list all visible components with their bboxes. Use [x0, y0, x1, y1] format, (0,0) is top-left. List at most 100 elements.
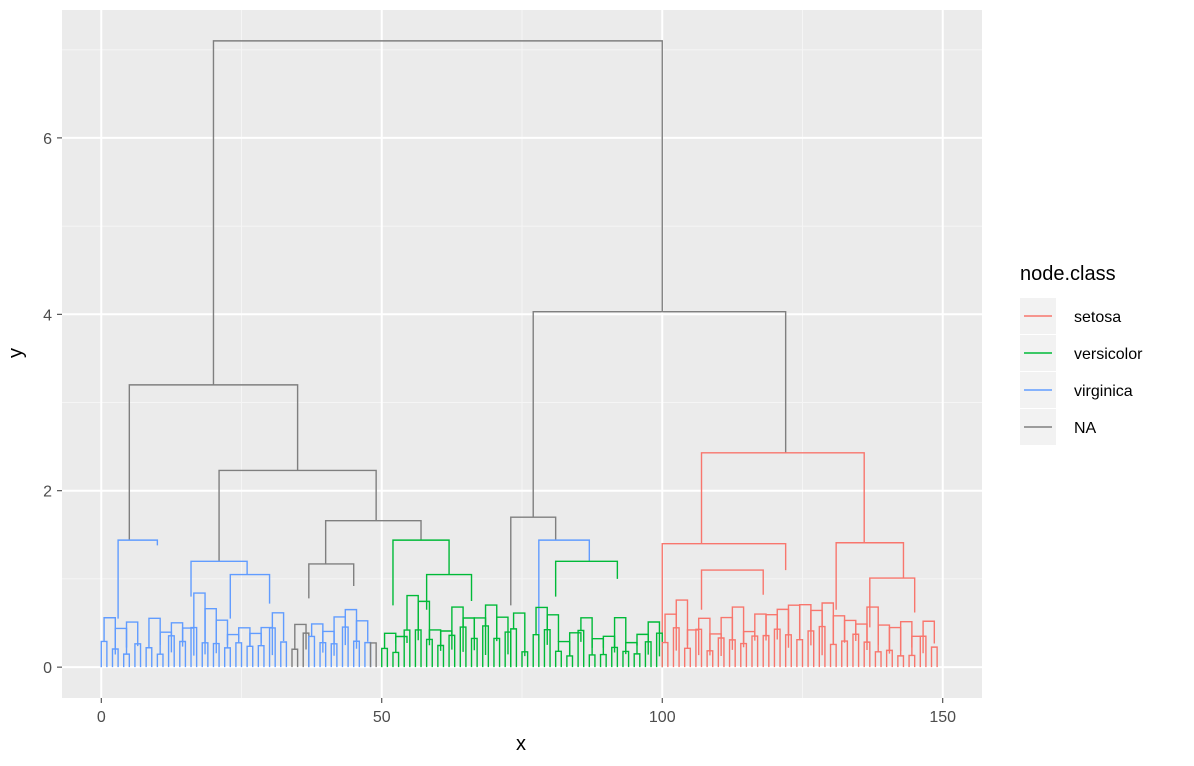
dendrogram-branch — [215, 619, 229, 645]
y-axis-title: y — [5, 348, 27, 358]
dendrogram-branch — [841, 640, 849, 668]
dendrogram-branch — [190, 560, 248, 597]
dendrogram-branch — [134, 643, 142, 668]
dendrogram-branch — [922, 620, 936, 644]
dendrogram-branch — [686, 629, 700, 656]
dendrogram-branch — [417, 600, 431, 646]
dendrogram-branch — [599, 653, 607, 668]
dendrogram-branch — [588, 654, 596, 668]
y-tick-label: 4 — [43, 307, 52, 324]
dendrogram-branch — [818, 625, 826, 668]
dendrogram-branch — [271, 612, 285, 641]
dendrogram-branch — [268, 627, 276, 668]
dendrogram-branch — [395, 635, 408, 653]
dendrogram-branch — [532, 310, 787, 518]
dendrogram-branch — [611, 646, 619, 668]
x-axis: 0 50 100 150 — [97, 698, 956, 726]
dendrogram-branch — [675, 599, 689, 646]
dendrogram-branch — [512, 612, 526, 657]
dendrogram-branch — [532, 634, 540, 668]
dendrogram-branch — [470, 637, 478, 668]
dendrogram-branch — [554, 560, 619, 597]
legend: node.class setosa versicolor virginica NA — [1020, 263, 1143, 445]
dendrogram-branch — [613, 616, 627, 655]
dendrogram-branch — [294, 623, 307, 650]
x-tick-label: 50 — [373, 709, 391, 726]
dendrogram-branch — [392, 539, 450, 606]
dendrogram-branch — [661, 641, 669, 668]
dendrogram-branch — [128, 384, 299, 541]
minor-grid — [62, 10, 982, 698]
dendrogram-branch — [341, 626, 349, 668]
dendrogram-branch — [709, 633, 722, 657]
dendrogram-branch — [546, 614, 560, 642]
dendrogram-branch — [538, 539, 591, 641]
dendrogram-branch — [212, 40, 663, 385]
dendrogram-branch — [728, 639, 736, 668]
dendrogram-branch — [731, 606, 745, 648]
dendrogram-branch — [908, 654, 916, 668]
x-tick-label: 0 — [97, 709, 106, 726]
dendrogram-branch — [661, 542, 787, 641]
dendrogram-branch — [664, 613, 677, 651]
dendrogram-branch — [369, 642, 377, 668]
dendrogram-branch — [425, 638, 433, 668]
legend-label: setosa — [1074, 309, 1121, 326]
y-tick-label: 2 — [43, 484, 52, 501]
legend-label: NA — [1074, 420, 1097, 437]
dendrogram-branch — [633, 653, 641, 668]
dendrogram-branch — [201, 642, 209, 668]
dendrogram-branch — [451, 606, 464, 652]
dendrogram-branch — [414, 629, 422, 668]
dendrogram-branch — [874, 651, 882, 668]
dendrogram-branch — [510, 628, 518, 668]
dendrogram-branch — [280, 641, 288, 668]
dendrogram-branch — [333, 616, 346, 646]
dendrogram-branch — [568, 632, 582, 656]
dendrogram-branch — [439, 630, 453, 650]
dendrogram-branch — [683, 647, 691, 668]
y-tick-label: 6 — [43, 131, 52, 148]
dendrogram-branch — [885, 649, 893, 668]
dendrogram-branch — [647, 621, 661, 657]
dendrogram-branch — [125, 621, 139, 655]
dendrogram-branch — [260, 626, 274, 656]
dendrogram-branch — [308, 563, 355, 599]
dendrogram-branch — [521, 651, 529, 668]
dendrogram-branch — [622, 650, 630, 668]
dendrogram-branch — [700, 452, 865, 544]
dendrogram-branch — [493, 637, 501, 668]
dendrogram-branch — [473, 617, 487, 655]
dendrogram-branch — [355, 620, 369, 642]
dendrogram-branch — [111, 648, 119, 668]
dendrogram-branch — [835, 542, 905, 610]
dendrogram-branch — [319, 641, 327, 668]
x-axis-title: x — [516, 733, 526, 755]
legend-label: virginica — [1074, 383, 1133, 400]
dendrogram-branch — [700, 569, 764, 610]
dendrogram-branch — [291, 648, 299, 668]
dendrogram-branch — [496, 616, 509, 655]
dendrogram-branch — [510, 516, 557, 606]
legend-title: node.class — [1020, 263, 1116, 285]
dendrogram-branch — [580, 617, 593, 648]
dendrogram-branch — [229, 573, 271, 619]
dendrogram-branch — [212, 642, 220, 668]
dendrogram-branch — [644, 641, 652, 668]
dendrogram-branch — [324, 520, 422, 564]
x-tick-label: 150 — [929, 709, 956, 726]
dendrogram-branch — [167, 635, 175, 668]
dendrogram-branch — [403, 629, 411, 668]
dendrogram-branch — [543, 628, 551, 668]
y-axis: 0 2 4 6 — [43, 131, 62, 677]
dendrogram-branch — [381, 647, 389, 668]
dendrogram-branch — [930, 646, 938, 668]
dendrogram-branch — [448, 634, 456, 668]
x-tick-label: 100 — [649, 709, 676, 726]
dendrogram-branch — [159, 631, 173, 655]
dendrogram-branch — [218, 469, 377, 562]
dendrogram-branch — [773, 628, 781, 668]
dendrogram-branch — [100, 640, 108, 668]
